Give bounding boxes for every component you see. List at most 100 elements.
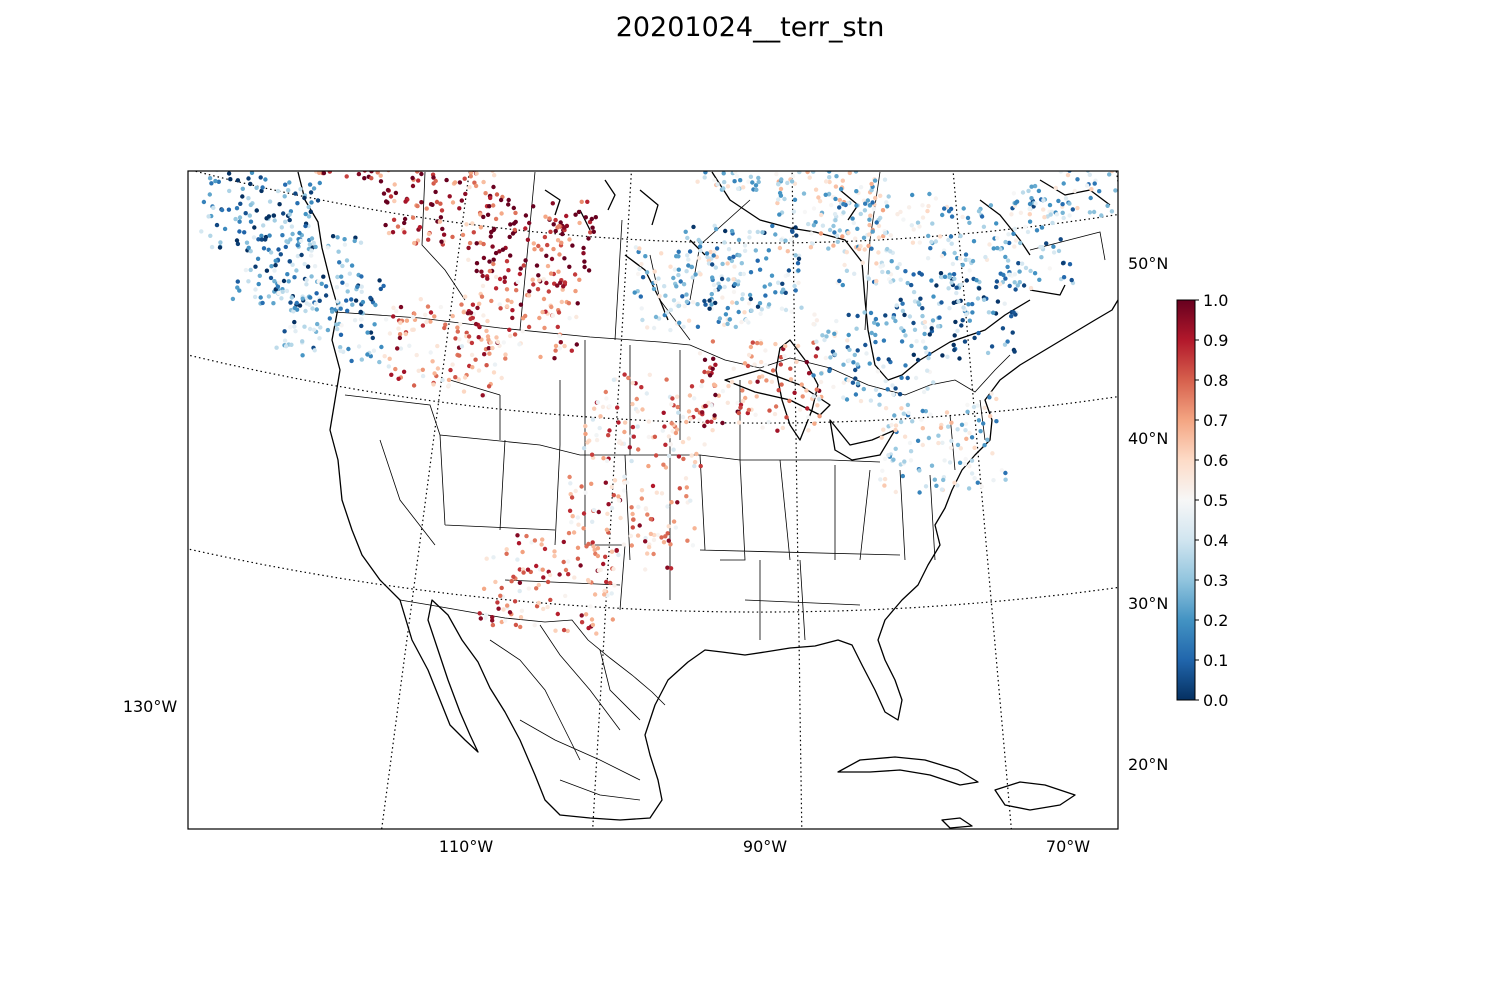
station-point <box>952 347 957 353</box>
station-point <box>433 178 438 184</box>
station-point <box>734 173 740 179</box>
station-point <box>480 51 484 55</box>
station-point <box>438 48 442 52</box>
station-point <box>579 613 584 618</box>
station-point <box>271 133 275 137</box>
station-point <box>978 429 983 434</box>
station-point <box>433 189 438 195</box>
station-point <box>239 123 243 127</box>
station-point <box>670 429 675 434</box>
station-point <box>853 376 858 381</box>
station-point <box>733 171 738 175</box>
station-point <box>779 382 784 387</box>
station-point <box>770 223 775 229</box>
station-point <box>495 600 500 605</box>
station-point <box>963 252 969 257</box>
station-point <box>336 118 340 122</box>
station-point <box>676 272 681 278</box>
station-point <box>663 534 668 539</box>
station-point <box>430 136 434 140</box>
station-point <box>555 324 560 330</box>
station-point <box>497 152 501 156</box>
station-point <box>853 367 858 373</box>
station-point <box>570 514 575 519</box>
station-point <box>540 567 545 572</box>
station-point <box>622 480 627 486</box>
station-point <box>373 302 378 308</box>
station-point <box>430 129 434 133</box>
station-point <box>376 70 380 74</box>
station-point <box>416 155 420 159</box>
station-point <box>272 279 277 284</box>
station-point <box>493 579 498 585</box>
station-point <box>588 230 593 235</box>
station-point <box>1188 118 1192 122</box>
station-point <box>920 215 926 220</box>
station-point <box>795 261 801 266</box>
station-point <box>1158 134 1162 138</box>
station-point <box>457 118 461 122</box>
station-point <box>531 241 536 246</box>
station-point <box>255 256 261 261</box>
station-point <box>574 342 579 347</box>
station-point <box>502 17 506 21</box>
station-point <box>684 108 688 112</box>
station-point <box>314 307 319 312</box>
station-point <box>287 212 292 217</box>
station-point <box>367 107 371 111</box>
hudson-bay-coastline <box>711 171 1031 381</box>
station-point <box>673 525 678 530</box>
station-point <box>791 209 797 214</box>
station-point <box>678 279 683 284</box>
station-point <box>611 566 616 572</box>
station-point <box>1121 124 1125 128</box>
station-point <box>263 72 267 76</box>
station-point <box>524 533 529 539</box>
station-point <box>769 379 775 384</box>
station-point <box>1038 244 1043 250</box>
station-point <box>316 36 320 40</box>
station-point <box>353 13 357 17</box>
station-point <box>796 256 802 261</box>
station-point <box>507 22 511 26</box>
station-point <box>1141 129 1145 133</box>
station-point <box>755 340 760 346</box>
station-point <box>709 419 714 424</box>
station-point <box>947 306 952 311</box>
station-point <box>631 434 636 439</box>
station-point <box>701 163 705 167</box>
station-point <box>488 38 492 42</box>
station-point <box>245 24 249 28</box>
station-point <box>273 263 278 268</box>
station-point <box>853 392 859 397</box>
station-point <box>295 253 301 259</box>
station-point <box>753 412 758 417</box>
station-point <box>668 442 673 447</box>
station-point <box>925 208 930 214</box>
station-point <box>806 428 811 433</box>
station-point <box>405 63 409 67</box>
station-point <box>668 101 672 105</box>
station-point <box>783 307 789 313</box>
station-point <box>1134 90 1138 94</box>
station-point <box>325 27 329 31</box>
station-point <box>705 419 710 424</box>
station-point <box>1029 184 1034 189</box>
station-point <box>546 289 551 294</box>
station-point <box>1056 248 1062 254</box>
station-point <box>247 213 252 218</box>
station-point <box>1143 86 1147 90</box>
station-point <box>237 215 243 220</box>
station-point <box>484 328 489 334</box>
station-point <box>220 61 224 65</box>
station-point <box>900 308 906 314</box>
station-point <box>655 132 659 136</box>
colorbar-tick-label: 0.9 <box>1203 331 1228 350</box>
station-point <box>842 262 847 268</box>
station-point <box>505 147 509 151</box>
station-point <box>910 192 915 198</box>
station-point <box>260 41 264 45</box>
station-point <box>1166 56 1170 60</box>
station-point <box>1031 141 1035 145</box>
station-point <box>317 171 322 175</box>
